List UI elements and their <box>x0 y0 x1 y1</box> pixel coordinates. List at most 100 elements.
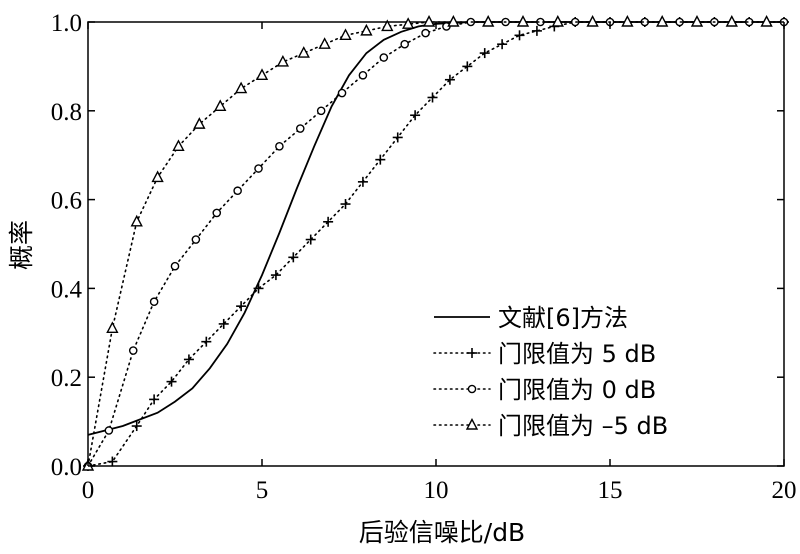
series-point <box>551 14 564 27</box>
series-point <box>254 164 263 173</box>
series-point <box>107 456 118 467</box>
series-point <box>360 23 373 36</box>
series-point <box>106 321 119 334</box>
series-point <box>149 297 159 307</box>
series-point <box>275 142 284 151</box>
series-point <box>375 154 386 165</box>
x-tick-label: 0 <box>82 477 95 504</box>
series-point <box>422 14 436 27</box>
legend-marker <box>467 348 477 358</box>
legend-marker <box>465 417 479 430</box>
y-tick-label: 1.0 <box>51 10 82 37</box>
y-tick-label: 0.2 <box>51 365 82 392</box>
series-point <box>316 106 326 116</box>
x-axis-ticks: 0 5 10 15 20 <box>82 22 797 504</box>
series-point <box>104 426 114 435</box>
series-point <box>172 139 185 152</box>
series-line <box>87 21 785 467</box>
series-2 <box>83 17 789 471</box>
legend-entry: 文献[6]方法 <box>434 304 628 332</box>
y-axis-label: 概率 <box>7 220 36 270</box>
series-point <box>421 28 430 38</box>
series-line <box>87 21 768 467</box>
legend-entry: 门限值为 5 dB <box>433 340 656 368</box>
series-point <box>392 132 403 143</box>
series-point <box>183 354 194 365</box>
series-1 <box>87 21 784 436</box>
legend-label: 门限值为 5 dB <box>498 340 656 368</box>
series-point <box>214 99 227 112</box>
legend-marker <box>467 384 477 394</box>
series-point <box>531 25 542 36</box>
x-tick-label: 20 <box>772 477 797 504</box>
x-axis-label: 后验信噪比/dB <box>359 518 525 547</box>
legend-entry: 门限值为 0 dB <box>433 376 656 404</box>
series-point <box>337 88 347 98</box>
series-point <box>276 54 290 67</box>
series-point <box>447 14 460 27</box>
series-point <box>690 14 704 27</box>
series-point <box>170 261 180 271</box>
legend-entry: 门限值为 –5 dB <box>433 412 668 440</box>
x-tick-label: 10 <box>424 477 449 504</box>
series-point <box>379 53 389 62</box>
series-point <box>444 74 455 85</box>
series-3 <box>83 17 789 471</box>
series-point <box>479 48 490 59</box>
series-point <box>621 14 634 27</box>
series-point <box>128 346 138 355</box>
series-point <box>339 28 352 41</box>
y-tick-label: 0.4 <box>51 276 83 303</box>
series-point <box>323 216 334 227</box>
series-point <box>497 39 508 50</box>
series-point <box>586 14 599 27</box>
series-point <box>410 110 421 121</box>
series-point <box>151 170 164 183</box>
series-point <box>130 214 143 227</box>
series-point <box>318 37 331 49</box>
series-line <box>87 21 784 436</box>
series-point <box>427 92 438 103</box>
series-point <box>297 46 310 58</box>
series-point <box>381 19 394 32</box>
series-point <box>358 70 368 80</box>
series-point <box>131 421 142 432</box>
series-point <box>201 336 212 347</box>
legend-label: 门限值为 –5 dB <box>498 412 668 440</box>
series-point <box>236 301 247 312</box>
series-point <box>166 376 177 387</box>
series-point <box>340 199 351 210</box>
series-point <box>305 234 316 245</box>
x-tick-label: 15 <box>598 477 623 504</box>
series-point <box>760 14 773 27</box>
series-point <box>149 394 160 405</box>
y-axis-ticks: 0.0 0.2 0.4 0.6 0.8 1.0 <box>51 10 784 481</box>
series-point <box>462 61 473 72</box>
legend-label: 门限值为 0 dB <box>498 376 656 404</box>
series-point <box>233 186 242 196</box>
series-point <box>516 14 530 27</box>
series-point <box>255 68 269 80</box>
series-point <box>253 283 264 294</box>
y-tick-label: 0.6 <box>51 188 82 215</box>
series-point <box>212 208 222 218</box>
series-point <box>400 39 409 49</box>
series-point <box>514 30 525 41</box>
legend-label: 文献[6]方法 <box>498 304 628 332</box>
y-tick-label: 0.0 <box>51 454 82 481</box>
series-point <box>234 81 248 94</box>
series-point <box>270 270 281 281</box>
series-point <box>295 124 305 133</box>
y-tick-label: 0.8 <box>51 99 82 126</box>
series-layer <box>81 14 789 471</box>
series-point <box>218 318 229 329</box>
series-point <box>288 252 299 263</box>
series-point <box>193 117 206 129</box>
series-4 <box>81 14 773 471</box>
series-point <box>357 176 368 187</box>
series-point <box>725 14 738 27</box>
series-point <box>656 14 669 27</box>
